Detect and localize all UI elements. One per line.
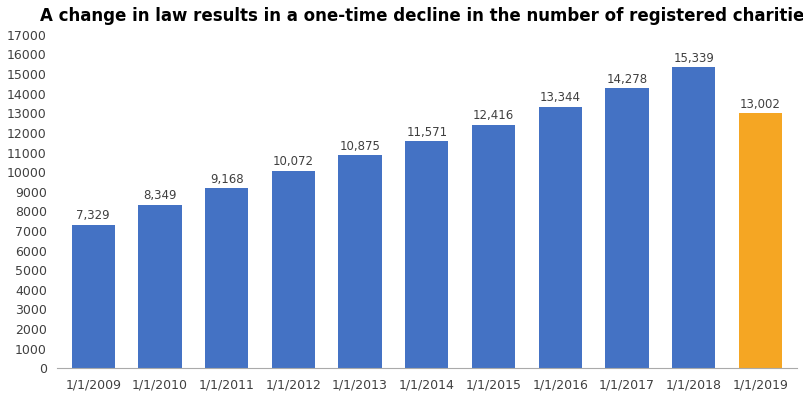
Bar [71,224,115,368]
Bar [271,171,315,368]
Bar [738,113,781,368]
Bar [538,107,581,368]
Bar [471,125,515,368]
Text: 10,072: 10,072 [272,155,313,168]
Title: A change in law results in a one-time decline in the number of registered charit: A change in law results in a one-time de… [39,7,803,25]
Text: 15,339: 15,339 [672,52,713,65]
Bar [405,141,448,368]
Bar [605,88,648,368]
Text: 13,002: 13,002 [739,98,780,111]
Bar [138,205,181,368]
Text: 8,349: 8,349 [143,189,177,202]
Bar [671,67,715,368]
Bar [338,155,381,368]
Text: 12,416: 12,416 [472,109,513,123]
Text: 14,278: 14,278 [605,73,646,86]
Bar [205,189,248,368]
Text: 9,168: 9,168 [210,173,243,186]
Text: 10,875: 10,875 [339,140,380,153]
Text: 13,344: 13,344 [539,91,580,104]
Text: 7,329: 7,329 [76,209,110,222]
Text: 11,571: 11,571 [406,126,446,139]
